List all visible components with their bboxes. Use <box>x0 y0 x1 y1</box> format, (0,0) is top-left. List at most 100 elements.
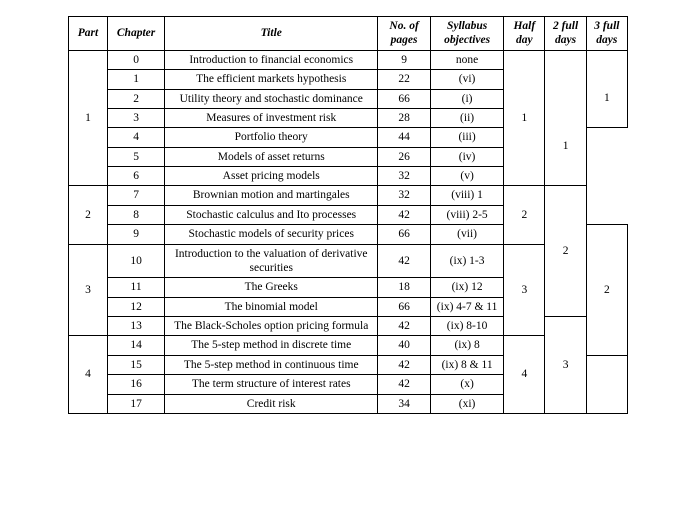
cell-objectives: (ix) 8-10 <box>430 317 503 336</box>
cell-chapter: 2 <box>107 89 164 108</box>
cell-title: Measures of investment risk <box>165 108 378 127</box>
cell-title: Introduction to the valuation of derivat… <box>165 244 378 278</box>
cell-pages: 42 <box>378 244 431 278</box>
cell-pages: 34 <box>378 394 431 413</box>
cell-title: The 5-step method in continuous time <box>165 355 378 374</box>
cell-chapter: 0 <box>107 50 164 69</box>
cell-three-full-days: 1 <box>586 50 627 128</box>
cell-half-day: 4 <box>504 336 545 414</box>
table-row: 10Introduction to financial economics9no… <box>69 50 628 69</box>
cell-objectives: (ix) 8 & 11 <box>430 355 503 374</box>
cell-title: The efficient markets hypothesis <box>165 70 378 89</box>
cell-objectives: (ix) 12 <box>430 278 503 297</box>
cell-chapter: 10 <box>107 244 164 278</box>
cell-chapter: 1 <box>107 70 164 89</box>
cell-pages: 18 <box>378 278 431 297</box>
cell-pages: 22 <box>378 70 431 89</box>
cell-three-full-days: 3 <box>545 317 586 414</box>
table-row: 310Introduction to the valuation of deri… <box>69 244 628 278</box>
cell-pages: 66 <box>378 89 431 108</box>
cell-chapter: 16 <box>107 375 164 394</box>
cell-part: 4 <box>69 336 108 414</box>
table-row: 414The 5-step method in discrete time40(… <box>69 336 628 355</box>
hdr-title: Title <box>165 17 378 51</box>
cell-pages: 32 <box>378 167 431 186</box>
cell-pages: 32 <box>378 186 431 205</box>
cell-pages: 42 <box>378 205 431 224</box>
cell-title: Models of asset returns <box>165 147 378 166</box>
cell-pages: 42 <box>378 355 431 374</box>
cell-title: Portfolio theory <box>165 128 378 147</box>
cell-title: The Greeks <box>165 278 378 297</box>
cell-objectives: (ii) <box>430 108 503 127</box>
cell-two-full-days: 2 <box>586 225 627 356</box>
cell-pages: 42 <box>378 317 431 336</box>
cell-chapter: 13 <box>107 317 164 336</box>
cell-two-full-days <box>586 355 627 413</box>
hdr-part: Part <box>69 17 108 51</box>
cell-chapter: 6 <box>107 167 164 186</box>
cell-chapter: 4 <box>107 128 164 147</box>
cell-objectives: (viii) 2-5 <box>430 205 503 224</box>
cell-chapter: 15 <box>107 355 164 374</box>
cell-objectives: (x) <box>430 375 503 394</box>
cell-objectives: (iv) <box>430 147 503 166</box>
cell-half-day: 2 <box>504 186 545 244</box>
cell-chapter: 5 <box>107 147 164 166</box>
cell-objectives: (xi) <box>430 394 503 413</box>
cell-chapter: 12 <box>107 297 164 316</box>
cell-objectives: (ix) 8 <box>430 336 503 355</box>
cell-objectives: (vii) <box>430 225 503 244</box>
syllabus-table: Part Chapter Title No. ofpages Syllabuso… <box>68 16 628 414</box>
hdr-3full: 3 fulldays <box>586 17 627 51</box>
cell-half-day: 3 <box>504 244 545 336</box>
cell-title: Asset pricing models <box>165 167 378 186</box>
cell-objectives: (viii) 1 <box>430 186 503 205</box>
cell-chapter: 8 <box>107 205 164 224</box>
cell-chapter: 11 <box>107 278 164 297</box>
cell-title: The 5-step method in discrete time <box>165 336 378 355</box>
cell-two-full-days: 1 <box>545 50 586 186</box>
cell-title: Credit risk <box>165 394 378 413</box>
cell-objectives: (vi) <box>430 70 503 89</box>
cell-part: 1 <box>69 50 108 186</box>
hdr-halfday: Halfday <box>504 17 545 51</box>
cell-pages: 44 <box>378 128 431 147</box>
cell-pages: 66 <box>378 225 431 244</box>
cell-part: 3 <box>69 244 108 336</box>
hdr-obj: Syllabusobjectives <box>430 17 503 51</box>
cell-pages: 40 <box>378 336 431 355</box>
cell-title: Utility theory and stochastic dominance <box>165 89 378 108</box>
cell-objectives: (ix) 1-3 <box>430 244 503 278</box>
table-row: 27Brownian motion and martingales32(viii… <box>69 186 628 205</box>
cell-part: 2 <box>69 186 108 244</box>
cell-chapter: 7 <box>107 186 164 205</box>
cell-half-day: 1 <box>504 50 545 186</box>
cell-chapter: 9 <box>107 225 164 244</box>
cell-chapter: 17 <box>107 394 164 413</box>
hdr-pages: No. ofpages <box>378 17 431 51</box>
cell-title: Stochastic calculus and Ito processes <box>165 205 378 224</box>
cell-pages: 9 <box>378 50 431 69</box>
cell-title: The Black-Scholes option pricing formula <box>165 317 378 336</box>
cell-objectives: (i) <box>430 89 503 108</box>
cell-objectives: (ix) 4-7 & 11 <box>430 297 503 316</box>
cell-title: Introduction to financial economics <box>165 50 378 69</box>
cell-title: The binomial model <box>165 297 378 316</box>
table-body: 10Introduction to financial economics9no… <box>69 50 628 413</box>
cell-chapter: 14 <box>107 336 164 355</box>
hdr-2full: 2 fulldays <box>545 17 586 51</box>
cell-three-full-days: 2 <box>545 186 586 317</box>
cell-pages: 28 <box>378 108 431 127</box>
cell-title: Stochastic models of security prices <box>165 225 378 244</box>
cell-pages: 42 <box>378 375 431 394</box>
cell-pages: 26 <box>378 147 431 166</box>
cell-title: The term structure of interest rates <box>165 375 378 394</box>
cell-chapter: 3 <box>107 108 164 127</box>
cell-objectives: (v) <box>430 167 503 186</box>
table-header: Part Chapter Title No. ofpages Syllabuso… <box>69 17 628 51</box>
cell-pages: 66 <box>378 297 431 316</box>
hdr-chapter: Chapter <box>107 17 164 51</box>
cell-objectives: (iii) <box>430 128 503 147</box>
cell-title: Brownian motion and martingales <box>165 186 378 205</box>
